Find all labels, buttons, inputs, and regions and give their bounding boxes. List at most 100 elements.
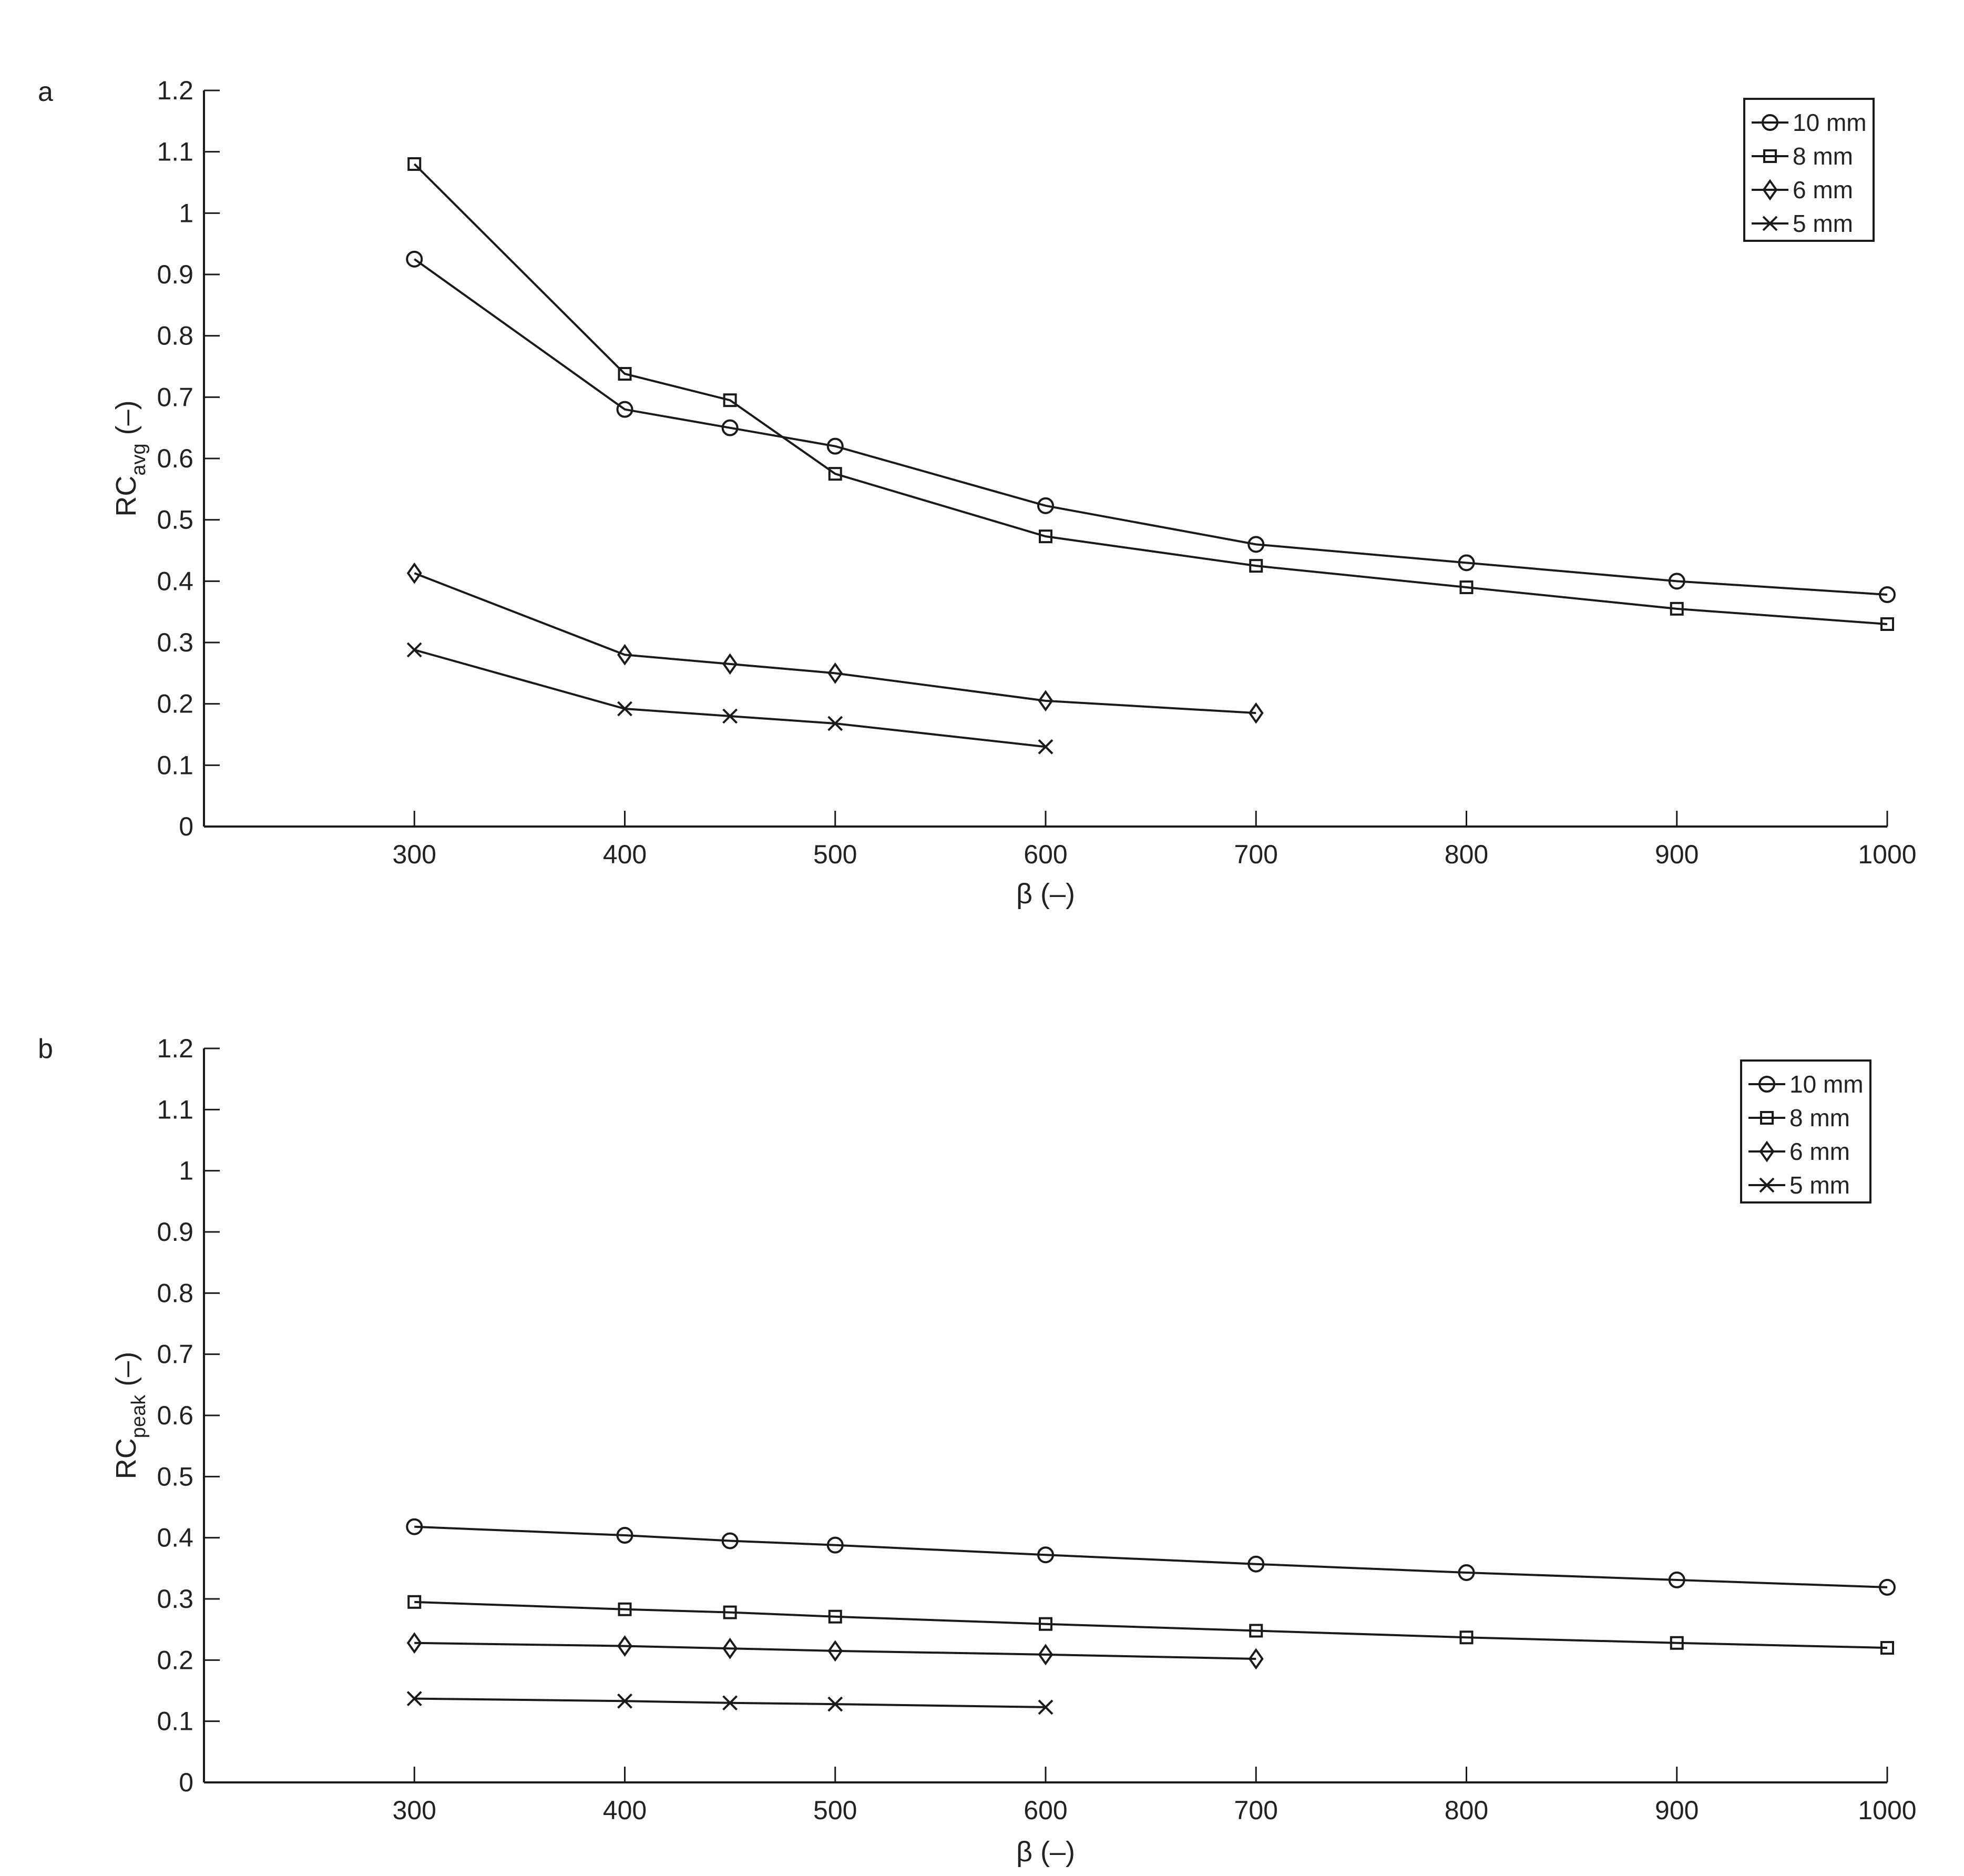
y-axis-label-main: RC [110,476,142,517]
legend: 10 mm 8 mm 6 mm 5 mm [1743,98,1875,242]
series-5-mm [406,1691,1053,1715]
series-line [414,1525,1888,1588]
y-axis-label-sub: avg [128,443,150,475]
data-point [1248,702,1264,724]
x-tick-label: 900 [1655,840,1699,869]
y-tick-label: 0.3 [157,628,193,657]
y-axis-label-sub: peak [128,1394,150,1438]
data-point [1247,1555,1265,1573]
x-tick-label: 500 [813,1796,857,1825]
series-line [413,163,1888,625]
legend-marker [1762,114,1778,131]
data-point [828,467,842,481]
y-tick-label: 0.5 [157,505,193,535]
series-8-mm [407,1595,1894,1655]
series-5-mm [406,642,1053,755]
y-tick-label: 0.1 [157,750,193,780]
x-tick-label: 1000 [1858,840,1916,869]
data-point [406,1691,422,1707]
data-point [1459,1630,1474,1645]
legend-marker [1762,216,1778,231]
panel-label: b [38,1034,53,1064]
data-point [1458,1564,1475,1581]
data-point [1249,1624,1263,1638]
legend-marker [1762,179,1778,201]
series-line [414,258,1888,596]
x-tick-label: 900 [1655,1796,1699,1825]
data-point [406,642,422,658]
y-tick-label: 0.1 [157,1707,193,1736]
data-point [722,1695,738,1711]
data-point [1670,1636,1684,1650]
series-10-mm [406,250,1896,603]
y-tick-label: 0.7 [157,1340,193,1369]
y-tick-label: 0.8 [157,321,193,351]
legend-marker [1759,1140,1775,1163]
y-tick-label: 0.6 [157,444,193,473]
y-tick-label: 1 [179,1156,193,1186]
legend-marker [1758,1076,1775,1093]
legend-label: 8 mm [1793,142,1853,170]
y-tick-label: 0.5 [157,1462,193,1491]
data-point [723,393,737,407]
data-point [407,157,422,171]
x-tick-label: 500 [813,840,857,869]
y-tick-label: 0.8 [157,1278,193,1308]
legend-entry: 10 mm [1752,109,1867,136]
y-tick-label: 0.6 [157,1401,193,1430]
data-point [1038,690,1053,712]
y-tick-label: 0.2 [157,689,193,719]
legend-marker [1759,1177,1775,1193]
y-tick-label: 0 [179,812,193,841]
series-line [414,572,1256,715]
y-axis-label-main: RC [110,1438,142,1479]
data-point [1670,601,1684,616]
data-point [826,437,844,455]
series-line [414,1600,1888,1649]
legend-label: 10 mm [1793,109,1867,136]
y-axis-label: RCavg (–) [110,400,150,516]
data-point [617,644,632,666]
data-point [617,1635,632,1657]
y-tick-label: 0.4 [157,1523,193,1553]
legend-label: 5 mm [1793,210,1853,237]
legend-entry: 6 mm [1748,1138,1850,1165]
data-point [722,1637,738,1659]
data-point [827,716,843,731]
data-point [1879,586,1896,603]
data-point [617,1693,632,1709]
series-8-mm [407,157,1894,631]
data-point [723,1605,737,1619]
data-point [618,1602,632,1616]
data-point [827,1696,843,1712]
data-point [1037,1546,1054,1564]
chart-panel-b: b 0 0.1 0.2 0.3 0.4 0.5 0.6 0.7 0.8 0.9 1 1.1 1.2 300 4… [38,1034,1917,1868]
chart-panel-a: a 0 0.1 0.2 0.3 0.4 0.5 0.6 0.7 0.8 0.9 1 1.1 1.2 300 4… [38,76,1917,910]
data-point [1039,1617,1052,1631]
series-line [414,1642,1256,1660]
x-axis-label: β (–) [1016,1836,1075,1868]
panel-label: a [38,77,53,107]
data-point [406,1518,423,1535]
data-point [826,1536,844,1554]
data-point [616,1527,633,1544]
x-tick-label: 300 [393,1796,436,1825]
data-point [722,708,738,724]
data-point [1249,559,1263,573]
data-point [1880,1641,1894,1655]
x-tick-label: 400 [603,840,647,869]
x-tick-label: 1000 [1858,1796,1916,1825]
data-point [1038,739,1053,755]
y-axis-label-unit: (–) [110,1352,142,1386]
legend-marker [1760,1111,1774,1125]
x-tick-label: 800 [1445,840,1488,869]
legend: 10 mm 8 mm 6 mm 5 mm [1740,1059,1871,1204]
legend-entry: 8 mm [1748,1104,1850,1131]
data-point [721,1532,739,1549]
data-point [1248,1648,1264,1670]
y-tick-label: 1.2 [157,76,193,105]
x-tick-label: 300 [393,840,436,869]
y-tick-label: 0.2 [157,1645,193,1675]
data-point [1668,1571,1685,1588]
